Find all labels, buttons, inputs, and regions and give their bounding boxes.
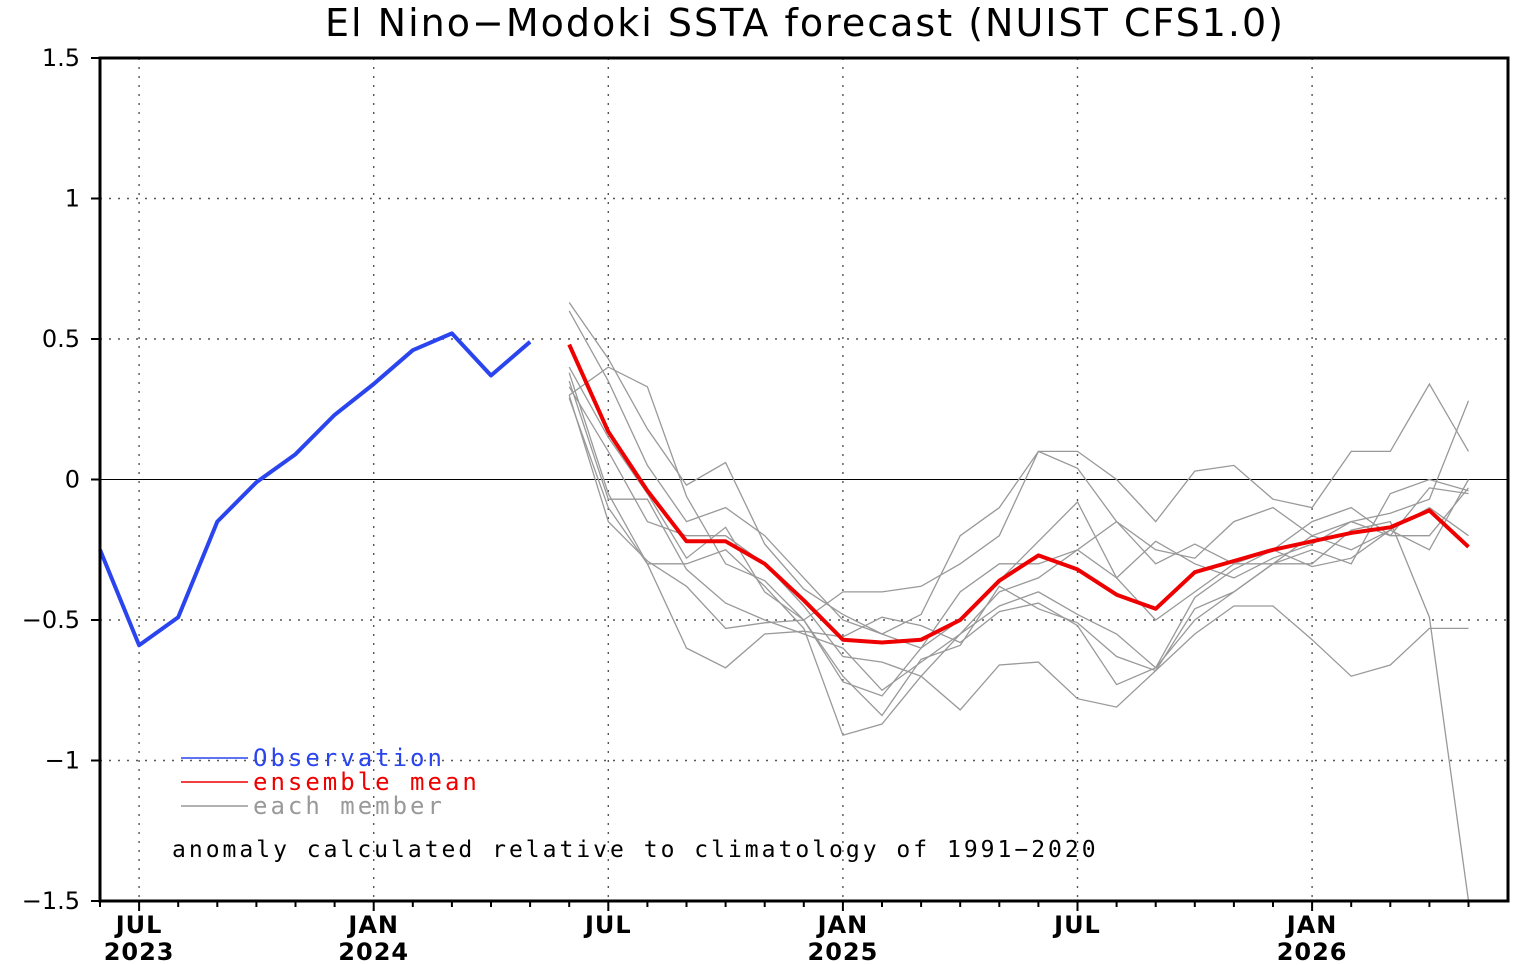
member-line-7 bbox=[568, 366, 1470, 697]
x-tick-label-4: JUL bbox=[1052, 911, 1101, 939]
member-series-group bbox=[568, 302, 1470, 902]
series-line-ensemble-mean bbox=[567, 343, 1470, 645]
x-tick-year-3: 2025 bbox=[808, 938, 879, 965]
y-tick-label-4: −0.5 bbox=[22, 606, 80, 634]
main-series-group bbox=[98, 331, 1470, 648]
x-tick-label-3: JAN bbox=[816, 911, 869, 939]
y-tick-label-3: 0 bbox=[65, 466, 80, 494]
x-tick-label-5: JAN bbox=[1285, 911, 1338, 939]
x-tick-label-0: JUL bbox=[114, 911, 163, 939]
chart-title: El Nino−Modoki SSTA forecast (NUIST CFS1… bbox=[325, 1, 1285, 45]
member-line-4 bbox=[568, 380, 1470, 692]
series-line-observation bbox=[98, 331, 532, 648]
x-tick-year-1: 2024 bbox=[338, 938, 409, 965]
legend: Observation ensemble mean each member bbox=[181, 744, 480, 820]
legend-label-observation: Observation bbox=[253, 744, 445, 772]
y-tick-label-6: −1.5 bbox=[22, 887, 80, 915]
x-tick-year-0: 2023 bbox=[104, 938, 175, 965]
member-line-6 bbox=[568, 395, 1470, 902]
member-line-8 bbox=[568, 397, 1469, 736]
member-line-1 bbox=[568, 302, 1470, 635]
x-tick-year-5: 2026 bbox=[1277, 938, 1348, 965]
y-tick-label-5: −1 bbox=[45, 747, 80, 775]
member-line-5 bbox=[568, 386, 1469, 677]
member-line-3 bbox=[568, 366, 1470, 621]
y-tick-label-1: 1 bbox=[65, 185, 80, 213]
y-axis: 1.5 1 0.5 0 −0.5 −1 −1.5 bbox=[22, 44, 100, 915]
y-tick-label-0: 1.5 bbox=[42, 44, 80, 72]
y-tick-label-2: 0.5 bbox=[42, 325, 80, 353]
member-line-2 bbox=[568, 310, 1469, 649]
legend-label-each-member: each member bbox=[253, 792, 445, 820]
x-tick-label-1: JAN bbox=[346, 911, 399, 939]
climatology-note: anomaly calculated relative to climatolo… bbox=[172, 837, 1099, 863]
member-line-9 bbox=[568, 372, 1469, 686]
legend-label-ensemble-mean: ensemble mean bbox=[253, 768, 480, 796]
x-tick-label-2: JUL bbox=[583, 911, 632, 939]
